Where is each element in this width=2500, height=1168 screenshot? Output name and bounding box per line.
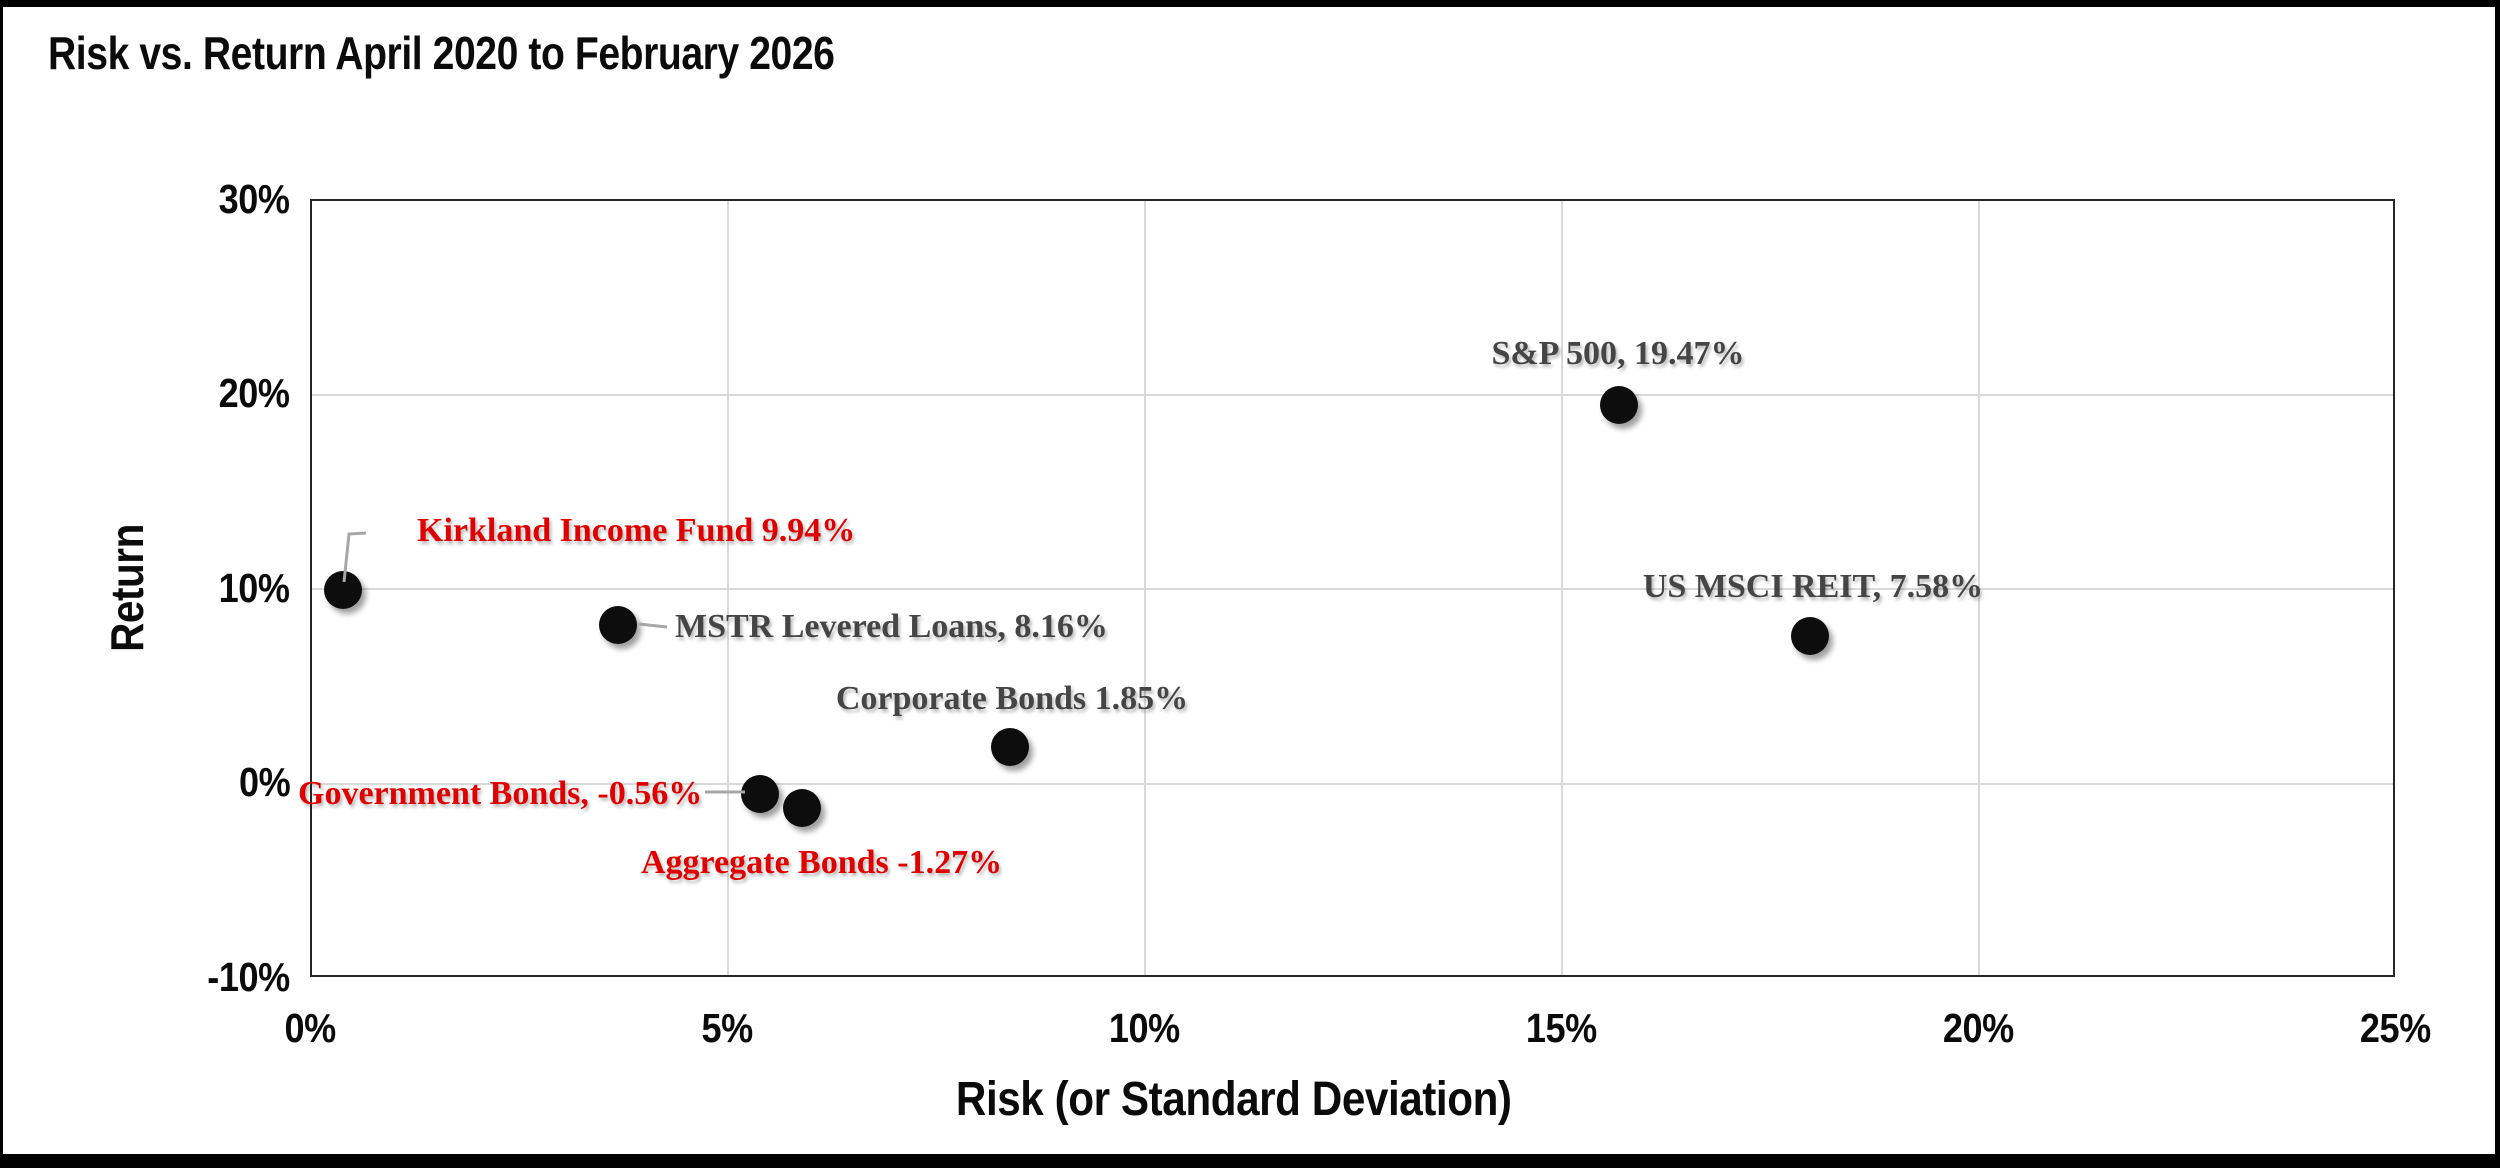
plot-area bbox=[310, 199, 2395, 977]
label-aggregate-bonds: Aggregate Bonds -1.27% bbox=[641, 844, 1003, 881]
label-sp-500: S&P 500, 19.47% bbox=[1491, 335, 1745, 372]
x-tick-20: 20% bbox=[1942, 1005, 2014, 1051]
gridline-y-10pct bbox=[312, 588, 2393, 590]
label-kirkland-income-fund: Kirkland Income Fund 9.94% bbox=[417, 512, 856, 549]
y-tick-0: 0% bbox=[238, 759, 291, 805]
leader-kirkland bbox=[342, 531, 367, 583]
chart-title: Risk vs. Return April 2020 to February 2… bbox=[48, 27, 835, 79]
label-us-msci-reit: US MSCI REIT, 7.58% bbox=[1642, 568, 1984, 605]
y-tick-10: 10% bbox=[219, 565, 290, 611]
x-tick-0: 0% bbox=[284, 1005, 336, 1051]
x-tick-5: 5% bbox=[701, 1005, 753, 1051]
label-corporate-bonds: Corporate Bonds 1.85% bbox=[835, 680, 1189, 717]
gridline-y-0pct bbox=[312, 783, 2393, 785]
point-corporate-bonds bbox=[991, 728, 1029, 766]
label-government-bonds: Government Bonds, -0.56% bbox=[298, 775, 703, 812]
y-tick-neg10: -10% bbox=[207, 954, 291, 1000]
x-axis-title-wrap: Risk (or Standard Deviation) bbox=[834, 1072, 1634, 1127]
point-sp-500 bbox=[1600, 386, 1638, 424]
leader-mstr bbox=[638, 622, 668, 629]
point-us-msci-reit bbox=[1791, 617, 1829, 655]
point-mstr-levered-loans bbox=[599, 606, 637, 644]
y-tick-20: 20% bbox=[219, 370, 290, 416]
x-tick-10: 10% bbox=[1108, 1005, 1180, 1051]
gridline-y-20pct bbox=[312, 394, 2393, 396]
x-tick-15: 15% bbox=[1525, 1005, 1597, 1051]
point-government-bonds bbox=[741, 775, 779, 813]
x-tick-25: 25% bbox=[2359, 1005, 2431, 1051]
chart-title-wrap: Risk vs. Return April 2020 to February 2… bbox=[48, 26, 973, 80]
label-mstr-levered-loans: MSTR Levered Loans, 8.16% bbox=[675, 608, 1108, 645]
x-axis-title: Risk (or Standard Deviation) bbox=[956, 1073, 1512, 1126]
point-aggregate-bonds bbox=[783, 789, 821, 827]
y-tick-30: 30% bbox=[219, 176, 290, 222]
